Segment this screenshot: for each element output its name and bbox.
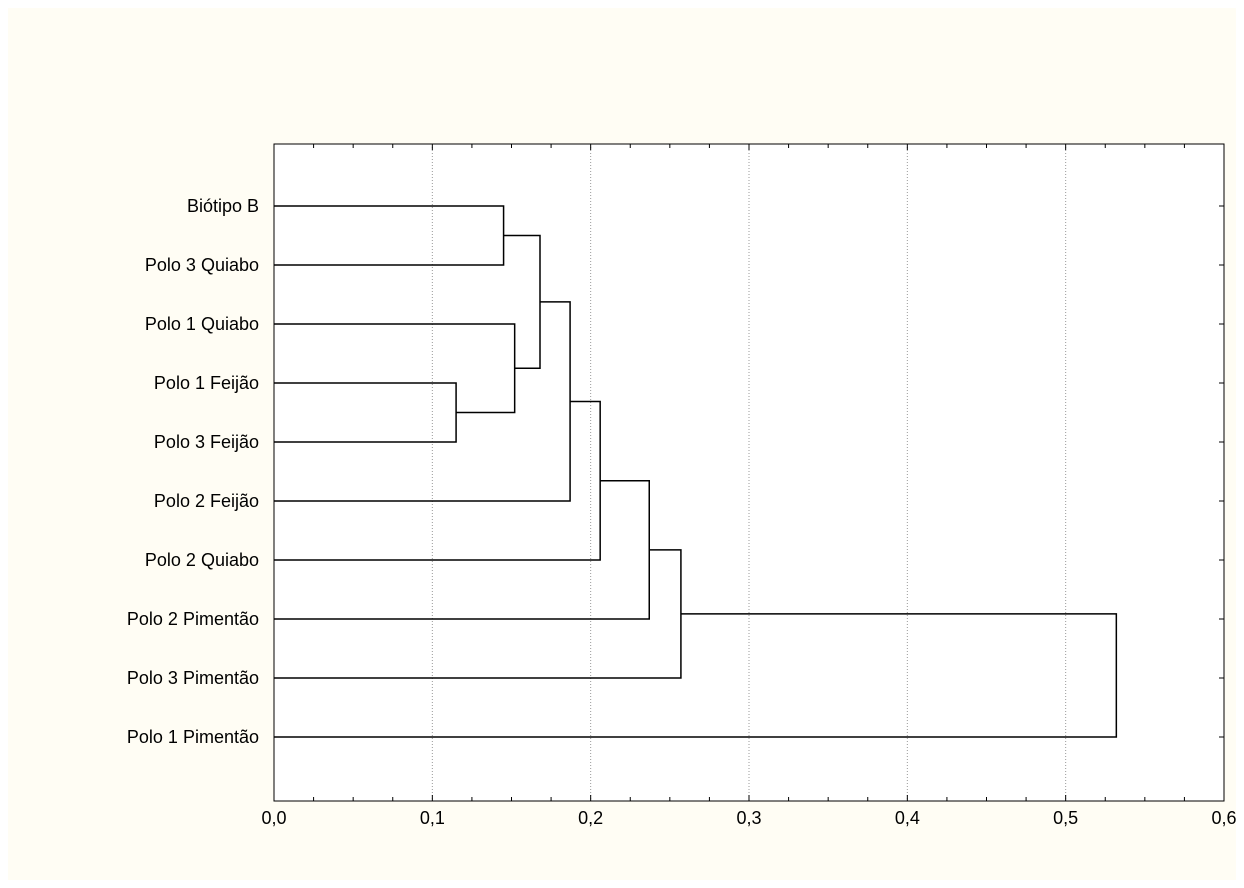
- leaf-labels: Biótipo B Polo 3 Quiabo Polo 1 Quiabo Polo …: [127, 196, 259, 747]
- leaf-label: Polo 3 Quiabo: [145, 255, 259, 275]
- axis-ticks: [273, 144, 1225, 801]
- leaf-label: Polo 2 Feijão: [154, 491, 259, 511]
- leaf-label: Polo 3 Pimentão: [127, 668, 259, 688]
- leaf-label: Polo 1 Pimentão: [127, 727, 259, 747]
- x-tick-label: 0,1: [420, 808, 445, 828]
- chart-figure: Biótipo B Polo 3 Quiabo Polo 1 Quiabo Polo …: [8, 8, 1236, 880]
- leaf-label: Polo 3 Feijão: [154, 432, 259, 452]
- leaf-label: Polo 2 Quiabo: [145, 550, 259, 570]
- x-tick-label: 0,6: [1211, 808, 1236, 828]
- x-tick-label: 0,3: [736, 808, 761, 828]
- x-tick-label: 0,4: [895, 808, 920, 828]
- plot-area: [273, 143, 1225, 802]
- dendrogram-branch: [274, 323, 516, 414]
- dendrogram-branch: [274, 613, 1118, 738]
- leaf-label: Polo 1 Quiabo: [145, 314, 259, 334]
- x-tick-label: 0,2: [578, 808, 603, 828]
- leaf-label: Polo 1 Feijão: [154, 373, 259, 393]
- dendrogram-branches: [274, 205, 1118, 738]
- x-tick-label: 0,5: [1053, 808, 1078, 828]
- dendrogram-chart: Biótipo B Polo 3 Quiabo Polo 1 Quiabo Polo …: [127, 143, 1236, 828]
- x-tick-label: 0,0: [261, 808, 286, 828]
- leaf-label: Polo 2 Pimentão: [127, 609, 259, 629]
- leaf-label: Biótipo B: [187, 196, 259, 216]
- x-axis-tick-labels: 0,0 0,1 0,2 0,3 0,4 0,5 0,6: [261, 808, 1236, 828]
